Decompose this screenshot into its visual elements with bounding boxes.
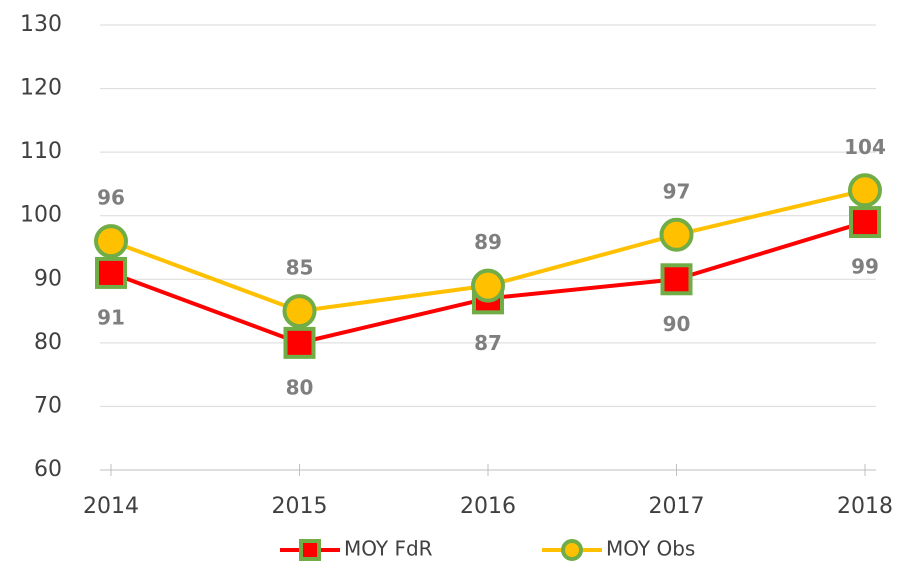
- y-tick-label: 100: [20, 203, 62, 228]
- legend-label: MOY FdR: [344, 537, 433, 561]
- point: [660, 263, 693, 296]
- y-tick-label: 70: [34, 393, 62, 418]
- legend-marker: [299, 539, 321, 561]
- data-label: 89: [474, 230, 502, 254]
- data-label: 97: [663, 179, 691, 203]
- data-label: 90: [663, 312, 691, 336]
- x-tick-label: 2018: [837, 494, 893, 519]
- y-tick-label: 120: [20, 76, 62, 101]
- point: [849, 206, 881, 239]
- point: [848, 173, 882, 208]
- x-tick-label: 2016: [460, 494, 516, 519]
- y-tick-label: 130: [20, 12, 62, 37]
- y-tick-label: 90: [34, 266, 62, 291]
- data-label: 87: [474, 331, 502, 355]
- point: [659, 217, 694, 252]
- x-tick-label: 2017: [649, 494, 705, 519]
- data-label: 96: [97, 186, 125, 210]
- data-label: 99: [851, 255, 879, 279]
- point: [94, 224, 128, 259]
- data-label: 104: [844, 135, 886, 159]
- data-label: 85: [286, 256, 314, 280]
- point: [95, 256, 127, 289]
- point: [282, 294, 317, 329]
- y-tick-label: 80: [34, 330, 62, 355]
- legend-marker: [561, 539, 583, 561]
- x-tick-label: 2014: [83, 494, 139, 519]
- legend-label: MOY Obs: [606, 537, 695, 561]
- data-label: 80: [286, 375, 314, 399]
- point: [283, 326, 316, 359]
- y-tick-label: 110: [20, 139, 62, 164]
- x-tick-label: 2015: [272, 494, 328, 519]
- y-tick-label: 60: [34, 457, 62, 482]
- data-label: 91: [97, 305, 125, 329]
- point: [471, 268, 505, 303]
